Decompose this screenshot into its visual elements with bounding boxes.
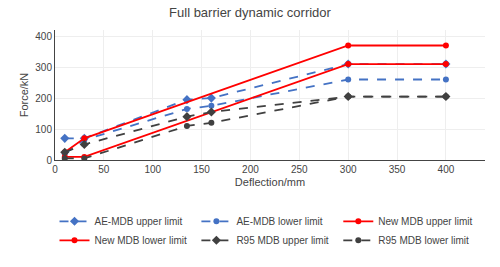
svg-text:200: 200	[35, 93, 52, 104]
svg-text:400: 400	[35, 31, 52, 42]
svg-text:200: 200	[242, 164, 259, 175]
svg-text:150: 150	[193, 164, 210, 175]
svg-text:Deflection/mm: Deflection/mm	[235, 176, 305, 188]
svg-text:R95 MDB lower limit: R95 MDB lower limit	[378, 235, 469, 246]
svg-text:300: 300	[340, 164, 357, 175]
svg-text:New MDB upper limit: New MDB upper limit	[378, 216, 472, 227]
svg-text:100: 100	[144, 164, 161, 175]
svg-text:0: 0	[46, 155, 52, 166]
svg-text:New MDB lower limit: New MDB lower limit	[95, 235, 187, 246]
svg-text:Force/kN: Force/kN	[18, 73, 30, 118]
svg-text:400: 400	[438, 164, 455, 175]
svg-text:0: 0	[52, 164, 58, 175]
svg-text:50: 50	[98, 164, 110, 175]
svg-text:300: 300	[35, 62, 52, 73]
svg-text:AE-MDB lower limit: AE-MDB lower limit	[236, 216, 322, 227]
svg-text:Full barrier dynamic corridor: Full barrier dynamic corridor	[169, 5, 331, 20]
svg-text:R95 MDB upper limit: R95 MDB upper limit	[236, 235, 328, 246]
svg-text:AE-MDB upper limit: AE-MDB upper limit	[95, 216, 183, 227]
svg-text:100: 100	[35, 124, 52, 135]
svg-text:250: 250	[291, 164, 308, 175]
svg-text:350: 350	[389, 164, 406, 175]
